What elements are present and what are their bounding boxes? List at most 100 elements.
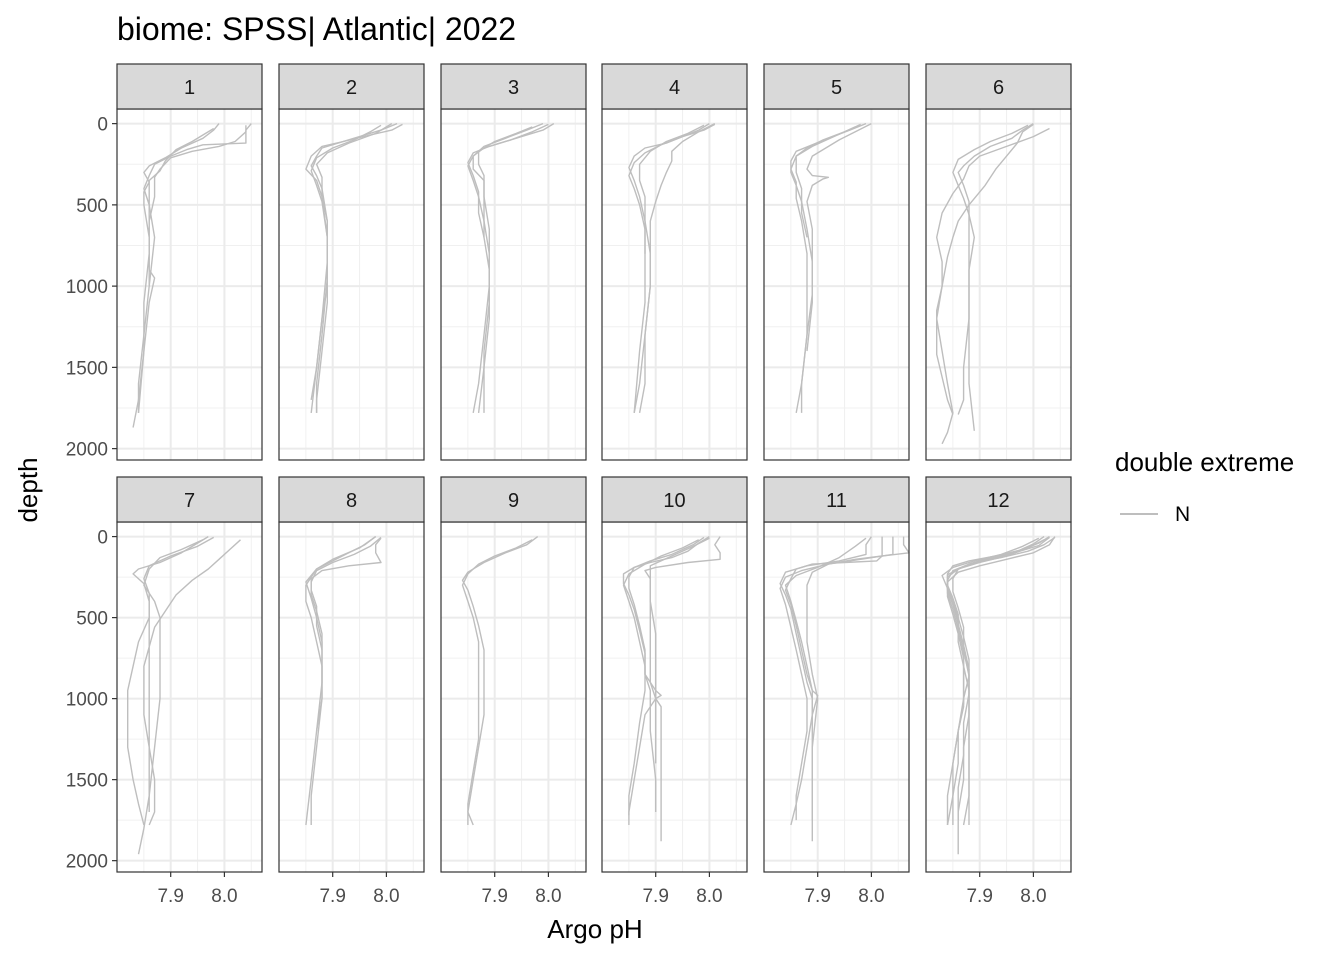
profile-line-3 — [127, 536, 215, 826]
profile-line-4 — [795, 126, 856, 238]
facet-panel-7: 7 0 500 1000 1500 2000 7.9 8.0 — [66, 476, 263, 907]
panel-background — [926, 109, 1071, 460]
y-tick-label: 1000 — [66, 690, 108, 711]
x-tick-label: 8.0 — [858, 886, 884, 907]
profile-line-5 — [941, 537, 1040, 821]
x-axis-title: Argo pH — [547, 914, 642, 944]
chart-title: biome: SPSS| Atlantic| 2022 — [117, 11, 516, 47]
x-tick-label: 7.9 — [157, 886, 183, 907]
y-axis-title: depth — [13, 457, 43, 522]
y-tick-label: 0 — [97, 528, 108, 549]
panel-background — [117, 522, 262, 872]
panel-background — [279, 109, 424, 460]
profile-line-2 — [622, 536, 710, 812]
x-tick-label: 7.9 — [319, 886, 345, 907]
facet-strip — [601, 63, 748, 110]
y-tick-label: 1500 — [66, 771, 108, 792]
x-tick-label: 8.0 — [696, 886, 722, 907]
profile-line-2 — [784, 536, 883, 826]
y-tick-label: 2000 — [66, 852, 108, 873]
profile-line-2 — [310, 536, 382, 825]
facet-strip-label: 6 — [993, 77, 1004, 99]
facet-strip-label: 5 — [831, 77, 842, 99]
legend-title: double extreme — [1115, 447, 1294, 477]
facet-strip-label: 1 — [184, 77, 195, 99]
x-tick-label: 8.0 — [1020, 886, 1046, 907]
y-tick-label: 500 — [76, 609, 108, 630]
facet-strip — [925, 476, 1072, 523]
profile-line-2 — [305, 123, 403, 413]
facet-panel-6: 6 — [925, 63, 1072, 461]
x-tick-label: 7.9 — [642, 886, 668, 907]
profile-line-1 — [936, 127, 1050, 445]
facet-strip-label: 12 — [987, 490, 1009, 512]
legend-label: N — [1175, 503, 1190, 526]
facet-strip-label: 2 — [346, 77, 357, 99]
x-tick-label: 7.9 — [966, 886, 992, 907]
profile-line-2 — [137, 123, 252, 413]
legend: double extreme N — [1115, 447, 1294, 526]
facet-panel-12: 12 7.9 8.0 — [925, 476, 1072, 907]
facet-strip-label: 8 — [346, 490, 357, 512]
y-tick-label: 0 — [97, 115, 108, 136]
profile-line-4 — [137, 539, 204, 855]
profile-line-4 — [305, 536, 377, 732]
profile-line-2 — [132, 536, 209, 812]
facet-panel-8: 8 7.9 8.0 — [278, 476, 425, 907]
profile-line-3 — [936, 123, 1034, 415]
facet-strip-label: 4 — [669, 77, 680, 99]
profile-line-5 — [649, 537, 710, 764]
profile-line-4 — [137, 125, 247, 413]
facet-strip — [278, 476, 425, 523]
x-tick-label: 7.9 — [804, 886, 830, 907]
facet-strip-label: 7 — [184, 490, 195, 512]
facet-strip-label: 11 — [826, 490, 847, 512]
facet-strip-label: 9 — [508, 490, 519, 512]
x-tick-label: 8.0 — [373, 886, 399, 907]
facet-panel-10: 10 7.9 8.0 — [601, 476, 748, 907]
panel-background — [602, 109, 747, 460]
profile-line-4 — [779, 536, 894, 821]
profile-line-1 — [143, 539, 241, 826]
profile-line-1 — [132, 123, 220, 428]
facet-panel-9: 9 7.9 8.0 — [440, 476, 587, 907]
facet-panel-1: 1 0 500 1000 1500 2000 — [66, 63, 263, 461]
profile-line-3 — [638, 122, 716, 414]
y-tick-label: 1500 — [66, 358, 108, 379]
profile-line-4 — [477, 126, 533, 238]
profile-line-6 — [946, 536, 1050, 825]
profile-line-1 — [461, 536, 539, 826]
profile-line-7 — [946, 539, 1045, 825]
profile-line-2 — [628, 123, 716, 413]
panel-background — [117, 109, 262, 460]
panel-background — [764, 109, 909, 460]
y-tick-label: 500 — [76, 196, 108, 217]
profile-line-3 — [310, 537, 382, 651]
profile-line-2 — [461, 539, 533, 825]
facet-strip-label: 10 — [663, 490, 685, 512]
facet-strip — [601, 476, 748, 523]
x-tick-label: 8.0 — [535, 886, 561, 907]
x-tick-label: 7.9 — [481, 886, 507, 907]
profile-line-4 — [952, 124, 1029, 431]
x-tick-label: 8.0 — [211, 886, 237, 907]
profile-line-1 — [806, 536, 910, 842]
panel-background — [764, 522, 909, 872]
profile-line-5 — [784, 537, 867, 715]
profile-line-2 — [957, 123, 1034, 415]
facet-strip — [440, 476, 587, 523]
profile-line-4 — [638, 124, 705, 254]
facet-strip-label: 3 — [508, 77, 519, 99]
panel-background — [441, 522, 586, 872]
y-tick-label: 2000 — [66, 440, 108, 461]
facet-strip — [440, 63, 587, 110]
facet-panel-11: 11 7.9 8.0 — [763, 476, 910, 907]
panel-background — [441, 109, 586, 460]
profile-line-4 — [310, 123, 393, 401]
profile-line-3 — [310, 124, 382, 413]
facet-panel-4: 4 — [601, 63, 748, 461]
facet-strip — [925, 63, 1072, 110]
facet-strip — [278, 63, 425, 110]
profile-line-4 — [622, 539, 700, 816]
profile-line-3 — [806, 122, 872, 352]
